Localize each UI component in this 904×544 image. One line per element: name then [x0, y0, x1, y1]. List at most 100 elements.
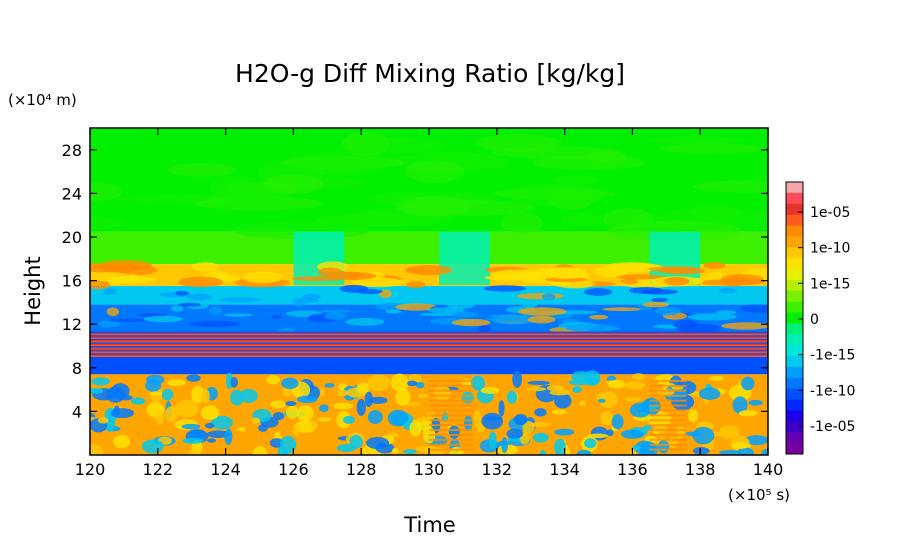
lower-patch: [760, 448, 768, 455]
colorbar-swatch: [786, 225, 803, 237]
lower-patch: [317, 417, 332, 422]
lower-patch: [417, 393, 429, 399]
lower-patch: [606, 429, 614, 437]
colorbar-frame: [785, 181, 804, 455]
blue-stripe: [90, 353, 768, 355]
colorbar-swatch: [786, 388, 803, 401]
colorbar-swatch: [786, 182, 803, 194]
y-tick-label: 4: [72, 402, 82, 421]
lower-patch: [181, 423, 201, 430]
lower-patch: [201, 388, 210, 404]
blue-patch: [293, 302, 306, 307]
colorbar-swatch: [786, 421, 803, 433]
lower-patch: [530, 421, 551, 427]
yellow-patch: [90, 280, 111, 290]
lower-patch: [257, 424, 268, 432]
yellow-patch: [706, 272, 729, 279]
x-axis-label: Time: [403, 513, 455, 537]
blue-patch: [687, 313, 737, 321]
yellow-patch: [620, 278, 639, 285]
blue-patch: [103, 288, 117, 295]
colorbar-label: -1e-05: [810, 419, 855, 435]
blue-patch: [654, 306, 681, 316]
lower-patch: [390, 373, 409, 392]
lower-patch: [285, 401, 297, 407]
lower-patch: [407, 380, 418, 387]
lower-patch: [512, 370, 523, 388]
wave-stripe: [429, 443, 474, 446]
lower-patch: [175, 399, 199, 418]
colorbar-swatch: [786, 345, 803, 357]
wave-stripe: [429, 424, 474, 427]
lower-patch: [270, 400, 286, 409]
lower-patch: [367, 410, 383, 425]
green-texture: [284, 152, 392, 176]
lower-patch: [668, 437, 677, 449]
green-texture: [209, 176, 255, 197]
green-texture: [90, 181, 123, 202]
lower-patch: [251, 417, 261, 424]
lower-patch: [698, 387, 721, 400]
lower-patch: [473, 410, 482, 427]
lower-patch: [310, 420, 318, 430]
blue-stripe: [90, 342, 768, 344]
green-texture: [168, 163, 237, 177]
green-texture: [561, 212, 608, 226]
colorbar-swatch: [786, 192, 803, 205]
colorbar-swatch: [786, 290, 803, 303]
yellow-patch: [406, 281, 426, 289]
lower-patch: [146, 374, 165, 385]
blue-stripe: [90, 349, 768, 351]
blue-patch: [721, 322, 768, 330]
plot-frame: [89, 127, 769, 456]
yellow-patch: [490, 269, 543, 280]
lower-patch: [200, 405, 220, 421]
blue-patch: [566, 323, 617, 333]
lower-patch: [281, 377, 299, 390]
blue-stripe: [90, 346, 768, 348]
lower-patch: [629, 402, 651, 418]
lower-patch: [113, 405, 120, 416]
blue-stripe: [90, 338, 768, 341]
lower-patch: [597, 398, 606, 403]
blue-patch: [446, 302, 475, 309]
lower-patch: [657, 440, 670, 454]
lower-patch: [534, 408, 547, 417]
lower-patch: [342, 415, 356, 424]
lower-patch: [624, 381, 646, 390]
chart-title: H2O-g Diff Mixing Ratio [kg/kg]: [235, 59, 625, 88]
lower-patch: [611, 414, 624, 430]
blue-patch: [324, 312, 346, 320]
lower-patch: [488, 431, 497, 450]
yellow-patch: [535, 267, 583, 275]
blue-patch: [729, 292, 767, 297]
red-stripe: [90, 354, 768, 356]
colorbar-label: 1e-10: [810, 241, 850, 257]
lower-patch: [719, 449, 742, 455]
lower-patch: [296, 395, 318, 404]
lower-patch: [448, 425, 460, 439]
blue-patch: [718, 288, 737, 294]
lower-patch: [687, 409, 699, 422]
y-axis-label: Height: [21, 256, 45, 325]
lower-patch: [513, 414, 528, 426]
wave-stripe: [429, 399, 474, 402]
lower-patch: [387, 409, 409, 427]
y-tick-label: 8: [72, 359, 82, 378]
colorbar-swatch: [786, 366, 803, 379]
lower-patch: [719, 425, 740, 439]
lower-patch: [207, 438, 217, 443]
colorbar-label: 0: [810, 312, 819, 328]
yellow-patch: [615, 274, 665, 280]
green-texture: [395, 196, 472, 217]
colorbar-swatch: [786, 236, 803, 248]
lower-patch: [366, 436, 390, 450]
colorbar-label: 1e-15: [810, 276, 850, 292]
lower-patch: [449, 446, 464, 455]
blue-patch: [170, 305, 184, 312]
lower-patch: [600, 411, 614, 426]
colorbar-swatch: [786, 269, 803, 281]
lower-patch: [161, 388, 174, 401]
lower-patch: [415, 381, 425, 389]
lower-patch: [584, 438, 597, 449]
